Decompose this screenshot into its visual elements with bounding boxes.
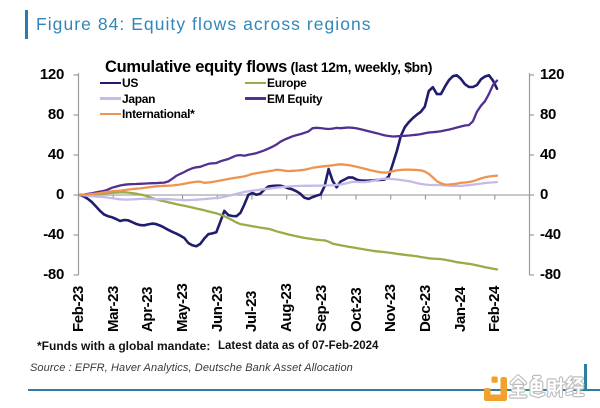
series-line-Europe bbox=[78, 191, 499, 271]
legend-label: International* bbox=[122, 107, 195, 121]
chart-axes bbox=[73, 73, 534, 276]
y-tick-label-left: 40 bbox=[47, 146, 64, 163]
x-tick-label: Feb-24 bbox=[486, 285, 504, 332]
watermark-glyph-stroke bbox=[547, 389, 556, 397]
watermark-glyph-stroke bbox=[566, 376, 573, 388]
y-tick-label-left: -80 bbox=[43, 266, 64, 283]
series-line-EM-Equity bbox=[78, 79, 499, 197]
x-tick-label: Dec-23 bbox=[416, 284, 434, 332]
legend-swatch bbox=[245, 81, 266, 85]
x-tick-label: Mar-23 bbox=[104, 285, 122, 332]
watermark-glyph-stroke bbox=[573, 377, 584, 386]
source-attribution: Source : EPFR, Haver Analytics, Deutsche… bbox=[30, 362, 353, 374]
series-line-International- bbox=[78, 163, 499, 197]
y-tick-label-right: 0 bbox=[540, 186, 549, 203]
x-tick-label: Aug-23 bbox=[278, 283, 296, 332]
right-border-stub bbox=[584, 364, 587, 391]
x-tick-label: Jun-23 bbox=[208, 285, 226, 332]
footnote-global-mandate: *Funds with a global mandate: bbox=[37, 339, 211, 353]
chart-series-lines bbox=[78, 74, 499, 271]
legend-swatch bbox=[100, 97, 121, 100]
jinse-logo-icon bbox=[484, 376, 507, 401]
y-tick-label-right: -40 bbox=[540, 226, 561, 243]
legend-swatch bbox=[100, 112, 121, 116]
watermark-text-fill bbox=[509, 375, 584, 398]
x-tick-label: May-23 bbox=[174, 283, 192, 332]
x-tick-label: Feb-23 bbox=[70, 285, 87, 332]
legend-swatch bbox=[100, 81, 121, 85]
y-tick-label-left: -40 bbox=[43, 226, 64, 243]
chart-title: Cumulative equity flows (last 12m, weekl… bbox=[105, 58, 432, 77]
figure-title: Figure 84: Equity flows across regions bbox=[36, 14, 372, 34]
y-tick-label-left: 120 bbox=[39, 66, 64, 83]
watermark-glyph-stroke bbox=[510, 375, 527, 385]
y-tick-label-right: 120 bbox=[540, 66, 565, 83]
series-line-Japan bbox=[78, 177, 499, 202]
x-tick-label: Oct-23 bbox=[347, 287, 365, 332]
jinse-watermark bbox=[484, 374, 585, 401]
watermark-text: 金色财经 bbox=[510, 377, 586, 402]
y-tick-label-left: 80 bbox=[47, 106, 64, 123]
watermark-glyph-stroke bbox=[532, 375, 541, 383]
x-tick-label: Jan-24 bbox=[451, 286, 469, 332]
x-tick-label: Apr-23 bbox=[139, 286, 157, 332]
legend-label: Japan bbox=[122, 91, 156, 106]
y-tick-label-right: 80 bbox=[540, 106, 557, 123]
x-tick-label: Sep-23 bbox=[312, 284, 330, 332]
chart-title-main: Cumulative equity flows bbox=[105, 58, 287, 76]
footnote-latest-data: Latest data as of 07-Feb-2024 bbox=[218, 340, 379, 352]
bottom-divider-rule bbox=[28, 389, 600, 391]
legend-label: US bbox=[122, 76, 139, 90]
watermark-glyph-stroke bbox=[530, 388, 545, 398]
legend-label: Europe bbox=[267, 76, 307, 90]
y-tick-label-left: 0 bbox=[55, 186, 64, 203]
y-tick-label-right: 40 bbox=[540, 146, 557, 163]
legend-swatch bbox=[245, 97, 266, 100]
figure-title-accent-bar bbox=[25, 10, 28, 39]
legend-label: EM Equity bbox=[267, 91, 323, 106]
x-tick-label: Jul-23 bbox=[243, 290, 261, 332]
watermark-glyph-stroke bbox=[555, 385, 562, 393]
x-tick-label: Nov-23 bbox=[382, 283, 400, 332]
watermark-glyph-stroke bbox=[566, 388, 573, 396]
chart-title-sub: (last 12m, weekly, $bn) bbox=[290, 60, 433, 75]
y-tick-label-right: -80 bbox=[540, 266, 561, 283]
series-line-US bbox=[78, 74, 499, 248]
